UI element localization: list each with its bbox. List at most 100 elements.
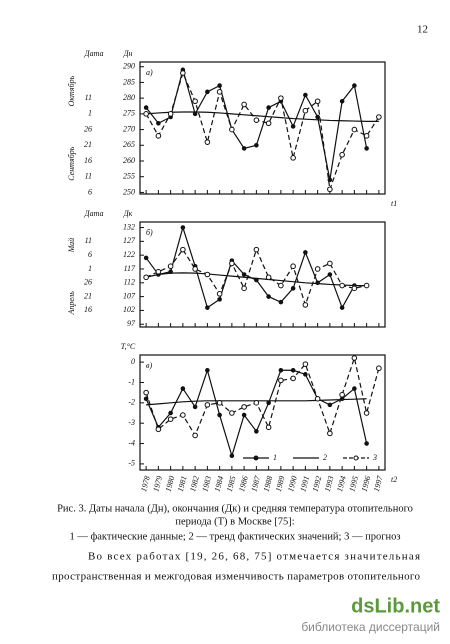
series-line (145, 71, 380, 190)
data-point (352, 386, 357, 391)
x-tick-label: 1987 (249, 474, 262, 493)
data-point (339, 305, 345, 310)
data-point (290, 286, 296, 291)
data-point (265, 274, 272, 281)
data-point (204, 139, 211, 145)
data-point (180, 386, 186, 391)
date-tick-label: 6 (88, 250, 92, 259)
data-point (241, 146, 247, 151)
y-tick-label: 275 (123, 109, 135, 118)
data-point (143, 274, 149, 281)
data-point (303, 372, 308, 377)
series-line (145, 368, 368, 458)
date-tick-label: 21 (84, 291, 92, 300)
data-point (314, 266, 321, 272)
data-point (155, 426, 162, 433)
data-point (180, 412, 186, 418)
y-tick-label: -4 (128, 438, 135, 447)
y-tick-label: -2 (128, 398, 135, 407)
series-line (145, 247, 367, 307)
data-point (254, 429, 259, 434)
data-point (278, 367, 284, 373)
y-tick-label: 97 (127, 319, 136, 328)
x-tick-label: 1986 (237, 475, 250, 493)
x-tick-label: 1984 (213, 475, 226, 493)
data-point (314, 98, 321, 105)
data-point (217, 83, 222, 88)
data-point (204, 402, 211, 408)
panel-label: в) (146, 361, 152, 370)
data-point (155, 133, 162, 139)
data-point (302, 302, 309, 308)
date-tick-label: 16 (84, 305, 92, 314)
data-point (278, 299, 284, 305)
data-point (352, 83, 357, 88)
month-label: Октябрь (67, 75, 76, 106)
date-tick-label: 11 (85, 172, 92, 181)
legend-marker (253, 455, 259, 461)
x-tick-label: 1982 (188, 475, 201, 493)
data-point (363, 410, 370, 416)
y-tick-label: 107 (123, 291, 136, 300)
series-line (146, 111, 379, 122)
y-axis-label: Дн (122, 49, 132, 58)
data-point (363, 133, 370, 139)
data-point (192, 266, 198, 272)
y-tick-label: 117 (124, 264, 136, 273)
data-point (241, 101, 247, 108)
data-point (376, 365, 382, 372)
y-tick-label: 285 (123, 77, 135, 86)
data-point (253, 400, 260, 406)
y-tick-label: -1 (128, 377, 135, 386)
panel-label: б) (146, 228, 153, 237)
data-point (364, 146, 369, 151)
y-tick-label: 112 (124, 278, 135, 287)
data-point (302, 107, 309, 114)
caption-line: 1 — фактические данные; 2 — тренд фактич… (69, 531, 400, 542)
data-point (143, 389, 149, 396)
y-tick-label: 132 (123, 222, 135, 231)
data-point (327, 260, 333, 267)
data-point (278, 377, 284, 384)
date-tick-label: 21 (84, 140, 92, 149)
data-point (241, 404, 247, 410)
y-tick-label: 122 (123, 250, 135, 259)
caption-line: Рис. 3. Даты начала (Дн), окончания (Дк)… (57, 503, 413, 514)
y-tick-label: 270 (123, 124, 135, 133)
data-point (363, 282, 370, 289)
data-point (229, 453, 235, 459)
body-line: пространственная и межгодовая изменчивос… (52, 571, 421, 583)
data-point (351, 126, 358, 133)
data-point (253, 117, 260, 123)
data-point (143, 105, 149, 110)
data-point (192, 98, 198, 105)
x-tick-label: 1988 (262, 475, 275, 493)
data-point (143, 111, 149, 117)
date-tick-label: 1 (88, 264, 92, 273)
data-point (192, 432, 198, 439)
data-point (339, 151, 345, 158)
data-point (278, 95, 284, 101)
data-point (266, 294, 271, 299)
data-point (265, 424, 272, 431)
data-point (315, 114, 320, 120)
caption-line: периода (Т) в Москве [75]: (175, 516, 294, 527)
data-point (229, 410, 235, 416)
x-tick-label: 1985 (225, 475, 238, 493)
y-tick-label: 280 (123, 93, 135, 102)
data-point (303, 92, 308, 98)
data-point (229, 260, 235, 267)
data-point (229, 126, 235, 133)
y-tick-label: 255 (123, 172, 135, 181)
corner-label: t1 (391, 199, 397, 208)
data-point (216, 89, 223, 95)
month-label: Сентябрь (67, 146, 76, 181)
data-point (241, 412, 247, 418)
data-point (217, 297, 222, 302)
y-tick-label: -5 (128, 459, 135, 468)
data-point (253, 246, 260, 253)
data-point (167, 263, 174, 270)
x-tick-label: 1989 (274, 475, 287, 493)
data-point (216, 291, 223, 297)
